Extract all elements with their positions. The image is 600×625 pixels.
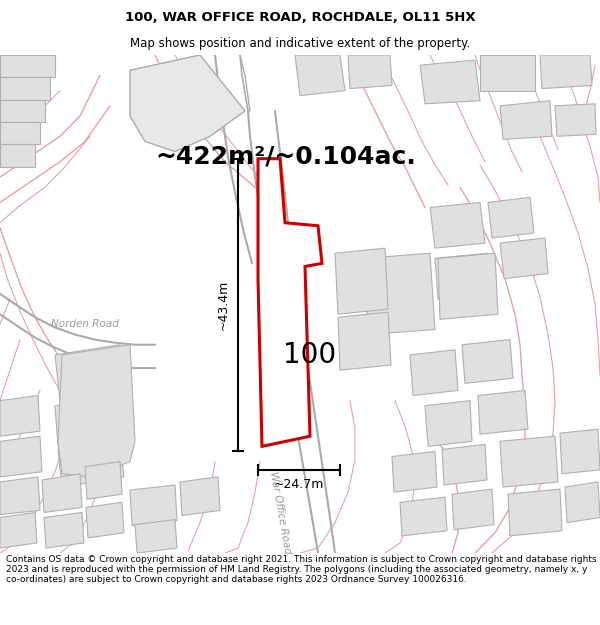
Polygon shape (295, 55, 345, 96)
Polygon shape (500, 436, 558, 487)
Polygon shape (480, 55, 535, 91)
Polygon shape (55, 396, 122, 446)
Polygon shape (0, 55, 55, 78)
Text: Contains OS data © Crown copyright and database right 2021. This information is : Contains OS data © Crown copyright and d… (6, 554, 596, 584)
Polygon shape (0, 78, 50, 100)
Polygon shape (348, 55, 392, 89)
Polygon shape (430, 202, 485, 248)
Polygon shape (565, 482, 600, 522)
Polygon shape (478, 391, 528, 434)
Polygon shape (365, 253, 435, 334)
Polygon shape (462, 339, 513, 383)
Polygon shape (0, 396, 40, 436)
Text: ~24.7m: ~24.7m (274, 478, 324, 491)
Polygon shape (0, 100, 45, 122)
Polygon shape (500, 238, 548, 279)
Polygon shape (130, 55, 245, 152)
Text: ~422m²/~0.104ac.: ~422m²/~0.104ac. (155, 144, 416, 169)
Polygon shape (0, 122, 40, 144)
Polygon shape (85, 462, 122, 499)
Polygon shape (540, 55, 592, 89)
Text: 100: 100 (283, 341, 337, 369)
Polygon shape (435, 253, 492, 299)
Text: Map shows position and indicative extent of the property.: Map shows position and indicative extent… (130, 38, 470, 51)
Polygon shape (130, 485, 177, 526)
Polygon shape (42, 474, 82, 512)
Polygon shape (44, 512, 84, 548)
Text: ~43.4m: ~43.4m (217, 280, 230, 330)
Polygon shape (500, 101, 552, 139)
Polygon shape (0, 512, 37, 548)
Polygon shape (452, 489, 494, 530)
Polygon shape (508, 489, 562, 536)
Text: 100, WAR OFFICE ROAD, ROCHDALE, OL11 5HX: 100, WAR OFFICE ROAD, ROCHDALE, OL11 5HX (125, 11, 475, 24)
Polygon shape (58, 439, 124, 487)
Polygon shape (86, 503, 124, 538)
Polygon shape (335, 248, 388, 314)
Polygon shape (410, 350, 458, 396)
Polygon shape (0, 436, 42, 477)
Text: Norden Road: Norden Road (51, 319, 119, 329)
Polygon shape (392, 451, 437, 492)
Polygon shape (58, 345, 135, 477)
Polygon shape (135, 519, 177, 553)
Polygon shape (55, 345, 125, 401)
Polygon shape (0, 477, 40, 514)
Polygon shape (258, 159, 322, 446)
Polygon shape (555, 104, 596, 136)
Polygon shape (400, 498, 447, 536)
Polygon shape (180, 477, 220, 516)
Polygon shape (420, 60, 480, 104)
Polygon shape (560, 429, 600, 474)
Text: War Office Road: War Office Road (268, 471, 292, 554)
Polygon shape (438, 253, 498, 319)
Polygon shape (0, 144, 35, 167)
Polygon shape (488, 198, 534, 238)
Polygon shape (338, 312, 391, 370)
Polygon shape (442, 444, 487, 485)
Polygon shape (425, 401, 472, 446)
